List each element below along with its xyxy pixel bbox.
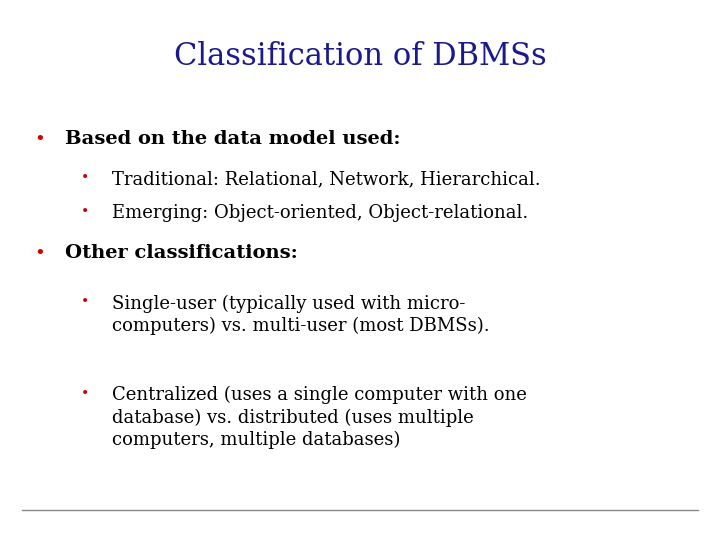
Text: Centralized (uses a single computer with one
database) vs. distributed (uses mul: Centralized (uses a single computer with… (112, 386, 526, 449)
Text: Classification of DBMSs: Classification of DBMSs (174, 41, 546, 72)
Text: •: • (81, 386, 89, 400)
Text: •: • (81, 204, 89, 218)
Text: Single-user (typically used with micro-
computers) vs. multi-user (most DBMSs).: Single-user (typically used with micro- … (112, 294, 489, 335)
Text: Emerging: Object-oriented, Object-relational.: Emerging: Object-oriented, Object-relati… (112, 204, 528, 222)
Text: Based on the data model used:: Based on the data model used: (65, 130, 400, 147)
Text: •: • (35, 244, 45, 262)
Text: Traditional: Relational, Network, Hierarchical.: Traditional: Relational, Network, Hierar… (112, 170, 540, 188)
Text: •: • (35, 130, 45, 147)
Text: •: • (81, 170, 89, 184)
Text: •: • (81, 294, 89, 308)
Text: Other classifications:: Other classifications: (65, 244, 297, 262)
